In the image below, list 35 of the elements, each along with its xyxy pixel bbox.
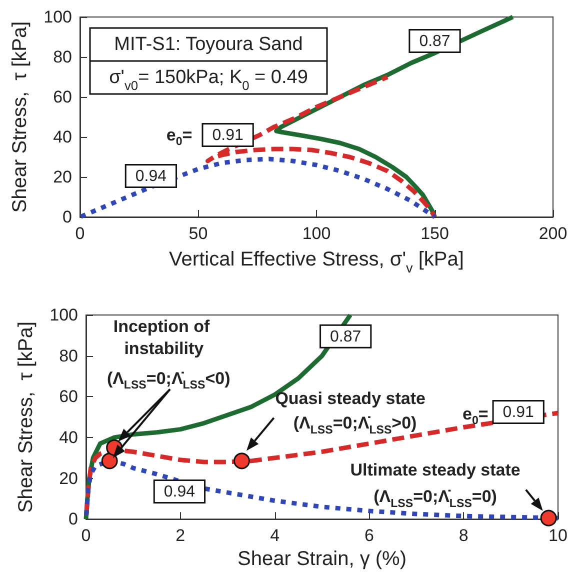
y-tick-label: 40 [53, 128, 72, 146]
y-tick-label: 40 [59, 428, 78, 447]
y-tick-label: 20 [59, 468, 78, 488]
y-tick-label: 80 [53, 48, 72, 66]
x-axis-title: Shear Strain, γ (%) [238, 548, 406, 570]
annotation: Inception of instability [113, 316, 214, 358]
y-tick-label: 80 [59, 346, 78, 366]
y-tick-label: 100 [50, 306, 78, 324]
x-tick-label: 8 [458, 526, 468, 546]
annotation: Quasi steady state [275, 389, 426, 408]
annotation: 0.87 [330, 328, 362, 346]
y-tick-label: 20 [53, 168, 72, 186]
x-tick-label: 4 [270, 526, 280, 546]
x-tick-label: 50 [188, 224, 208, 243]
annotation: 0.91 [502, 404, 534, 421]
y-tick-label: 100 [44, 8, 72, 26]
annotation: 0.87 [419, 33, 450, 50]
x-tick-label: 2 [176, 526, 186, 546]
annotation: Ultimate steady state [350, 460, 520, 480]
y-axis-title: Shear Stress, τ [kPa] [15, 321, 37, 513]
x-tick-label: 150 [420, 224, 449, 243]
y-tick-label: 0 [62, 208, 72, 226]
x-tick-label: 6 [364, 526, 374, 546]
annotation: 0.94 [164, 484, 196, 501]
x-tick-label: 10 [548, 526, 568, 546]
y-axis-title: Shear Stress, τ [kPa] [9, 21, 31, 213]
x-tick-label: 100 [302, 224, 331, 243]
x-tick-label: 0 [81, 526, 91, 546]
annotation: MIT-S1: Toyoura Sand [114, 34, 303, 55]
annotation: 0.91 [212, 127, 244, 144]
y-tick-label: 0 [68, 510, 78, 529]
y-tick-label: 60 [53, 88, 72, 106]
x-tick-label: 200 [538, 224, 568, 243]
annotation: 0.94 [135, 168, 167, 185]
y-tick-label: 60 [59, 387, 78, 406]
